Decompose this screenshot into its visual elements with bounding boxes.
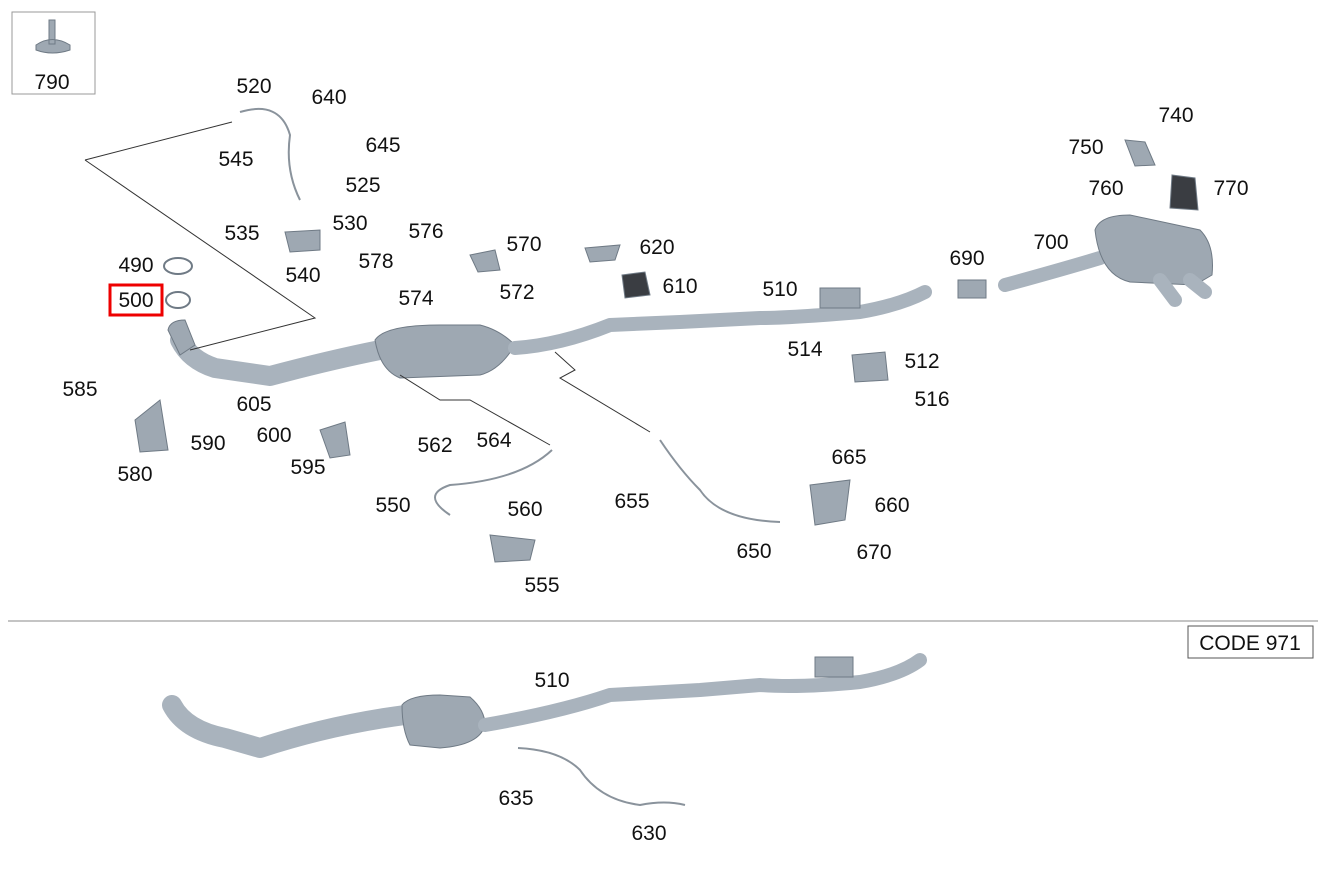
catalyst — [374, 324, 516, 379]
callout-label: 610 — [662, 275, 697, 298]
callout-label: 562 — [417, 434, 452, 457]
callout-label: 572 — [499, 281, 534, 304]
callout-label: 690 — [949, 247, 984, 270]
callout-label: 516 — [914, 388, 949, 411]
callout-label: 600 — [256, 424, 291, 447]
brackets — [134, 139, 1156, 563]
callout-label: 700 — [1033, 231, 1068, 254]
callout-label: 514 — [787, 338, 822, 361]
callout-label: 670 — [856, 541, 891, 564]
callout-label: 635 — [498, 787, 533, 810]
callout-label: 560 — [507, 498, 542, 521]
callout-label: 740 — [1158, 104, 1193, 127]
gasket — [165, 291, 191, 309]
callout-label: 630 — [631, 822, 666, 845]
callout-label: 640 — [311, 86, 346, 109]
bracket-lower — [814, 656, 854, 678]
callout-label: 535 — [224, 222, 259, 245]
callout-label: 585 — [62, 378, 97, 401]
callout-label: 645 — [365, 134, 400, 157]
callout-label: 525 — [345, 174, 380, 197]
callout-label: 510 — [762, 278, 797, 301]
upper-exhaust — [84, 107, 1213, 563]
callout-label: 665 — [831, 446, 866, 469]
callout-label: 750 — [1068, 136, 1103, 159]
callout-label: 540 — [285, 264, 320, 287]
callout-label: 650 — [736, 540, 771, 563]
callout-label: 530 — [332, 212, 367, 235]
callout-label: 790 — [34, 71, 69, 94]
catalyst-lower — [401, 694, 486, 749]
callout-label: 520 — [236, 75, 271, 98]
callout-label: 595 — [290, 456, 325, 479]
callout-label: 660 — [874, 494, 909, 517]
clamp-ring — [163, 257, 193, 275]
callout-label: 770 — [1213, 177, 1248, 200]
callout-label: 590 — [190, 432, 225, 455]
callout-label: 545 — [218, 148, 253, 171]
highlight-box — [108, 283, 164, 317]
callout-label: 620 — [639, 236, 674, 259]
callout-label: 512 — [904, 350, 939, 373]
callout-label: 760 — [1088, 177, 1123, 200]
callout-label: 555 — [524, 574, 559, 597]
callout-label: 570 — [506, 233, 541, 256]
bracket — [819, 287, 861, 309]
callout-label: 574 — [398, 287, 433, 310]
lower-exhaust — [162, 653, 927, 807]
callout-label: 564 — [476, 429, 511, 452]
callout-label: 510 — [534, 669, 569, 692]
code-label: CODE 971 — [1199, 632, 1301, 655]
bolt-icon — [35, 19, 71, 54]
callout-label: 576 — [408, 220, 443, 243]
clamp — [957, 279, 987, 299]
code-box — [1187, 625, 1314, 659]
callout-label: 550 — [375, 494, 410, 517]
muffler — [1094, 214, 1213, 286]
callout-label: 490 — [118, 254, 153, 277]
callout-label: 605 — [236, 393, 271, 416]
callout-label: 580 — [117, 463, 152, 486]
callout-label: 578 — [358, 250, 393, 273]
rubber-mounts — [621, 174, 1199, 299]
callout-label: 500 — [118, 289, 153, 312]
callout-label: 655 — [614, 490, 649, 513]
